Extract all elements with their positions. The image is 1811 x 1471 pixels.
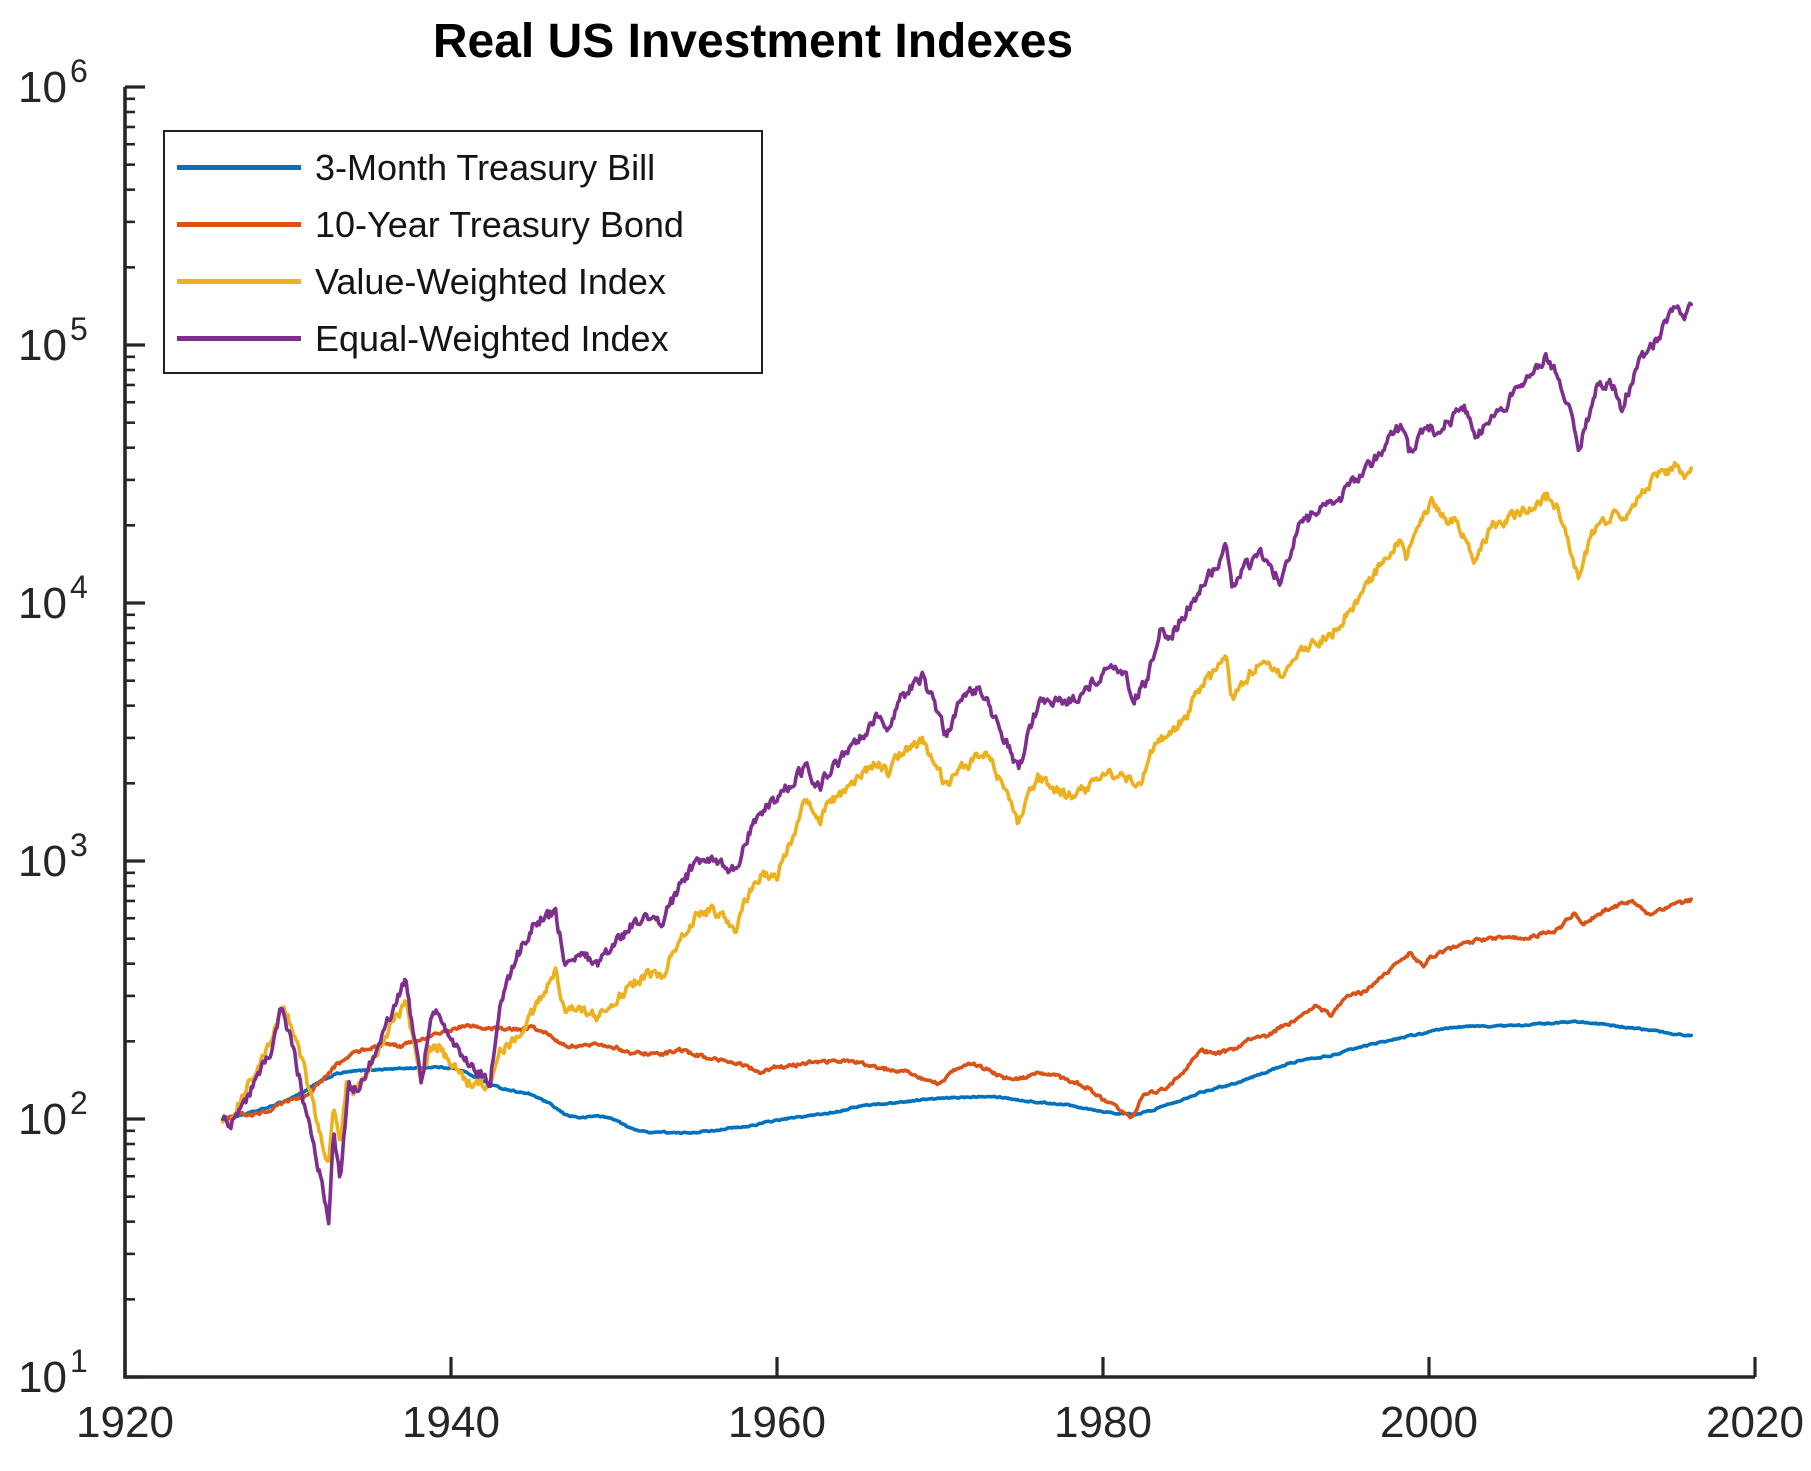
x-tick-label: 2020 xyxy=(1706,1398,1804,1447)
y-tick-label: 106 xyxy=(18,53,88,112)
legend-line-swatch xyxy=(177,336,301,341)
y-axis-ticks xyxy=(125,85,145,1379)
x-axis-ticks xyxy=(123,1357,1757,1377)
series-group xyxy=(221,301,1693,1226)
series-line-value-weighted-index xyxy=(221,461,1693,1163)
legend-item: Value-Weighted Index xyxy=(165,253,761,310)
legend-label: Equal-Weighted Index xyxy=(315,317,669,359)
x-tick-label: 1920 xyxy=(76,1398,174,1447)
y-tick-label: 101 xyxy=(18,1343,88,1402)
legend-line-swatch xyxy=(177,165,301,170)
chart-title: Real US Investment Indexes xyxy=(432,15,1074,68)
legend-line-swatch xyxy=(177,279,301,284)
x-tick-label: 1960 xyxy=(728,1398,826,1447)
legend: 3-Month Treasury Bill 10-Year Treasury Bo… xyxy=(163,130,763,374)
legend-label: 3-Month Treasury Bill xyxy=(315,146,656,188)
x-tick-label: 1980 xyxy=(1054,1398,1152,1447)
x-axis-labels: 1920 1940 1960 1980 2000 2020 xyxy=(76,1398,1804,1447)
legend-label: Value-Weighted Index xyxy=(315,260,666,302)
legend-item: 3-Month Treasury Bill xyxy=(165,139,761,196)
series-line-3-month-treasury-bill xyxy=(221,1019,1693,1136)
y-tick-label: 104 xyxy=(18,569,88,628)
legend-label: 10-Year Treasury Bond xyxy=(315,203,684,245)
legend-line-swatch xyxy=(177,222,301,227)
legend-item: Equal-Weighted Index xyxy=(165,310,761,367)
legend-item: 10-Year Treasury Bond xyxy=(165,196,761,253)
y-tick-label: 105 xyxy=(18,311,88,370)
y-axis-labels: 101 102 103 104 105 106 xyxy=(18,53,88,1402)
y-tick-label: 102 xyxy=(18,1085,88,1144)
series-line-equal-weighted-index xyxy=(221,301,1693,1226)
series-line-10-year-treasury-bond xyxy=(221,897,1693,1122)
y-tick-label: 103 xyxy=(18,827,88,886)
x-tick-label: 1940 xyxy=(402,1398,500,1447)
x-tick-label: 2000 xyxy=(1380,1398,1478,1447)
